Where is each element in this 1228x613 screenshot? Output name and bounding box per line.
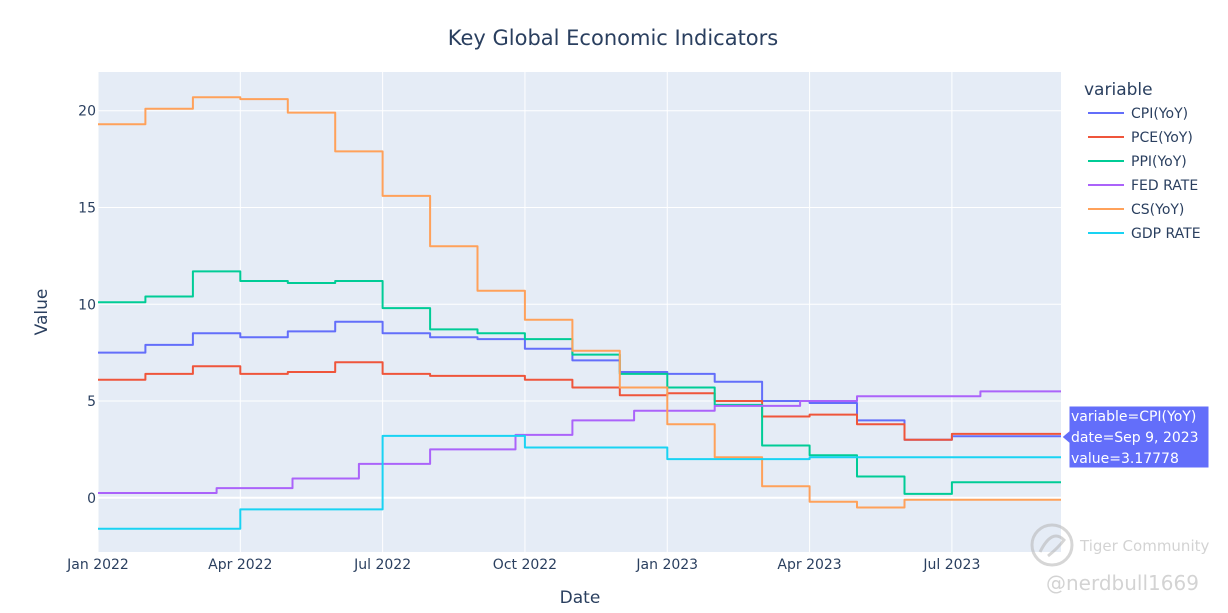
grid-lines <box>97 72 1061 552</box>
series-line-ppi-yoy <box>98 270 1061 495</box>
y-tick-label: 5 <box>87 394 96 410</box>
legend-label-ppi-yoy: PPI(YoY) <box>1131 154 1187 170</box>
legend-title: variable <box>1084 80 1153 100</box>
legend-label-gdp-rate: GDP RATE <box>1131 226 1201 242</box>
hover-line-variable: variable=CPI(YoY) <box>1071 409 1196 425</box>
x-tick-label: Jan 2023 <box>635 557 698 573</box>
y-tick-label: 15 <box>78 200 96 216</box>
y-tick-label: 10 <box>78 297 96 313</box>
legend-label-pce-yoy: PCE(YoY) <box>1131 130 1193 146</box>
legend: variable CPI(YoY) PCE(YoY) PPI(YoY) FED RAT… <box>1084 80 1201 242</box>
x-tick-label: Apr 2022 <box>208 557 272 573</box>
hover-tooltip: variable=CPI(YoY) date=Sep 9, 2023 value… <box>1061 405 1210 469</box>
watermark-logo-mark <box>1038 534 1066 558</box>
y-tick-label: 0 <box>87 491 96 507</box>
hover-line-date: date=Sep 9, 2023 <box>1071 430 1199 446</box>
x-tick-label: Jan 2022 <box>66 557 129 573</box>
chart-title: Key Global Economic Indicators <box>448 26 778 50</box>
legend-label-cpi-yoy: CPI(YoY) <box>1131 106 1188 122</box>
hover-tooltip-box <box>1061 405 1210 469</box>
x-tick-label: Apr 2023 <box>777 557 841 573</box>
legend-label-cs-yoy: CS(YoY) <box>1131 202 1184 218</box>
x-tick-label: Oct 2022 <box>493 557 557 573</box>
x-tick-label: Jul 2022 <box>353 557 411 573</box>
series-line-gdp-rate <box>98 434 1061 530</box>
x-axis-label: Date <box>560 588 601 608</box>
series-line-cs-yoy <box>98 96 1061 509</box>
y-axis-label: Value <box>32 289 52 336</box>
watermark-logo-icon <box>1030 523 1074 567</box>
series-line-cpi-yoy <box>98 320 1061 441</box>
series-line-fed-rate <box>98 390 1061 494</box>
x-tick-label: Jul 2023 <box>922 557 980 573</box>
x-axis-ticks: Jan 2022 Apr 2022 Jul 2022 Oct 2022 Jan 2023… <box>66 557 980 573</box>
hover-line-value: value=3.17778 <box>1071 451 1179 467</box>
watermark-handle: @nerdbull1669 <box>1046 571 1199 595</box>
y-tick-label: 20 <box>78 104 96 120</box>
y-axis-ticks: 0 5 10 15 20 <box>78 104 96 507</box>
plot-area <box>98 72 1061 552</box>
series-line-pce-yoy <box>98 361 1061 441</box>
watermark-brand: Tiger Community <box>1079 537 1209 555</box>
series-group <box>98 96 1061 530</box>
watermark: Tiger Community @nerdbull1669 <box>1030 523 1209 595</box>
legend-label-fed-rate: FED RATE <box>1131 178 1198 194</box>
